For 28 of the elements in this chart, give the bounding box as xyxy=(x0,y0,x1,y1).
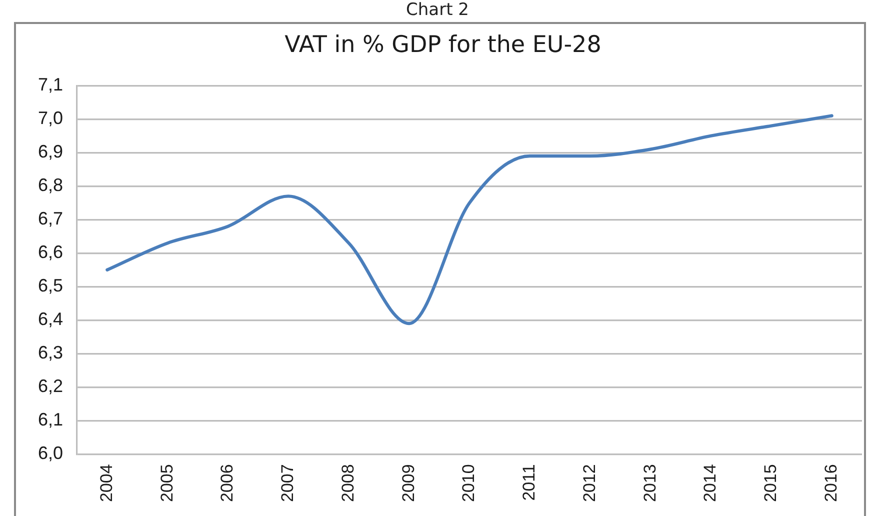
x-tick-label: 2016 xyxy=(821,464,840,502)
y-tick-label: 6,0 xyxy=(38,443,64,464)
y-tick-label: 6,4 xyxy=(38,309,64,330)
x-tick-label: 2009 xyxy=(398,464,418,502)
x-tick-label: 2015 xyxy=(761,464,780,502)
y-tick-label: 6,9 xyxy=(38,142,64,162)
x-tick-label: 2006 xyxy=(218,464,237,502)
y-tick-label: 6,8 xyxy=(38,175,64,196)
y-tick-label: 6,1 xyxy=(38,410,64,430)
x-tick-label: 2007 xyxy=(278,464,298,502)
x-tick-label: 2013 xyxy=(640,464,660,502)
y-tick-label: 6,6 xyxy=(38,242,64,262)
y-tick-label: 6,5 xyxy=(38,276,64,296)
y-tick-label: 6,3 xyxy=(38,342,64,363)
x-tick-label: 2005 xyxy=(157,464,176,502)
x-tick-label: 2012 xyxy=(580,464,599,502)
y-tick-label: 7,1 xyxy=(38,74,64,95)
x-tick-label: 2010 xyxy=(459,464,478,502)
caption: Chart 2 xyxy=(406,0,469,20)
x-tick-label: 2014 xyxy=(700,464,720,502)
x-tick-label: 2008 xyxy=(338,464,358,502)
chart-title: VAT in % GDP for the EU-28 xyxy=(284,32,602,58)
line-series xyxy=(106,114,834,326)
x-tick-label: 2004 xyxy=(96,464,116,502)
y-tick-label: 6,2 xyxy=(38,376,64,396)
x-tick-label: 2011 xyxy=(520,464,539,501)
y-tick-label: 6,7 xyxy=(38,208,64,229)
y-tick-label: 7,0 xyxy=(38,108,64,128)
